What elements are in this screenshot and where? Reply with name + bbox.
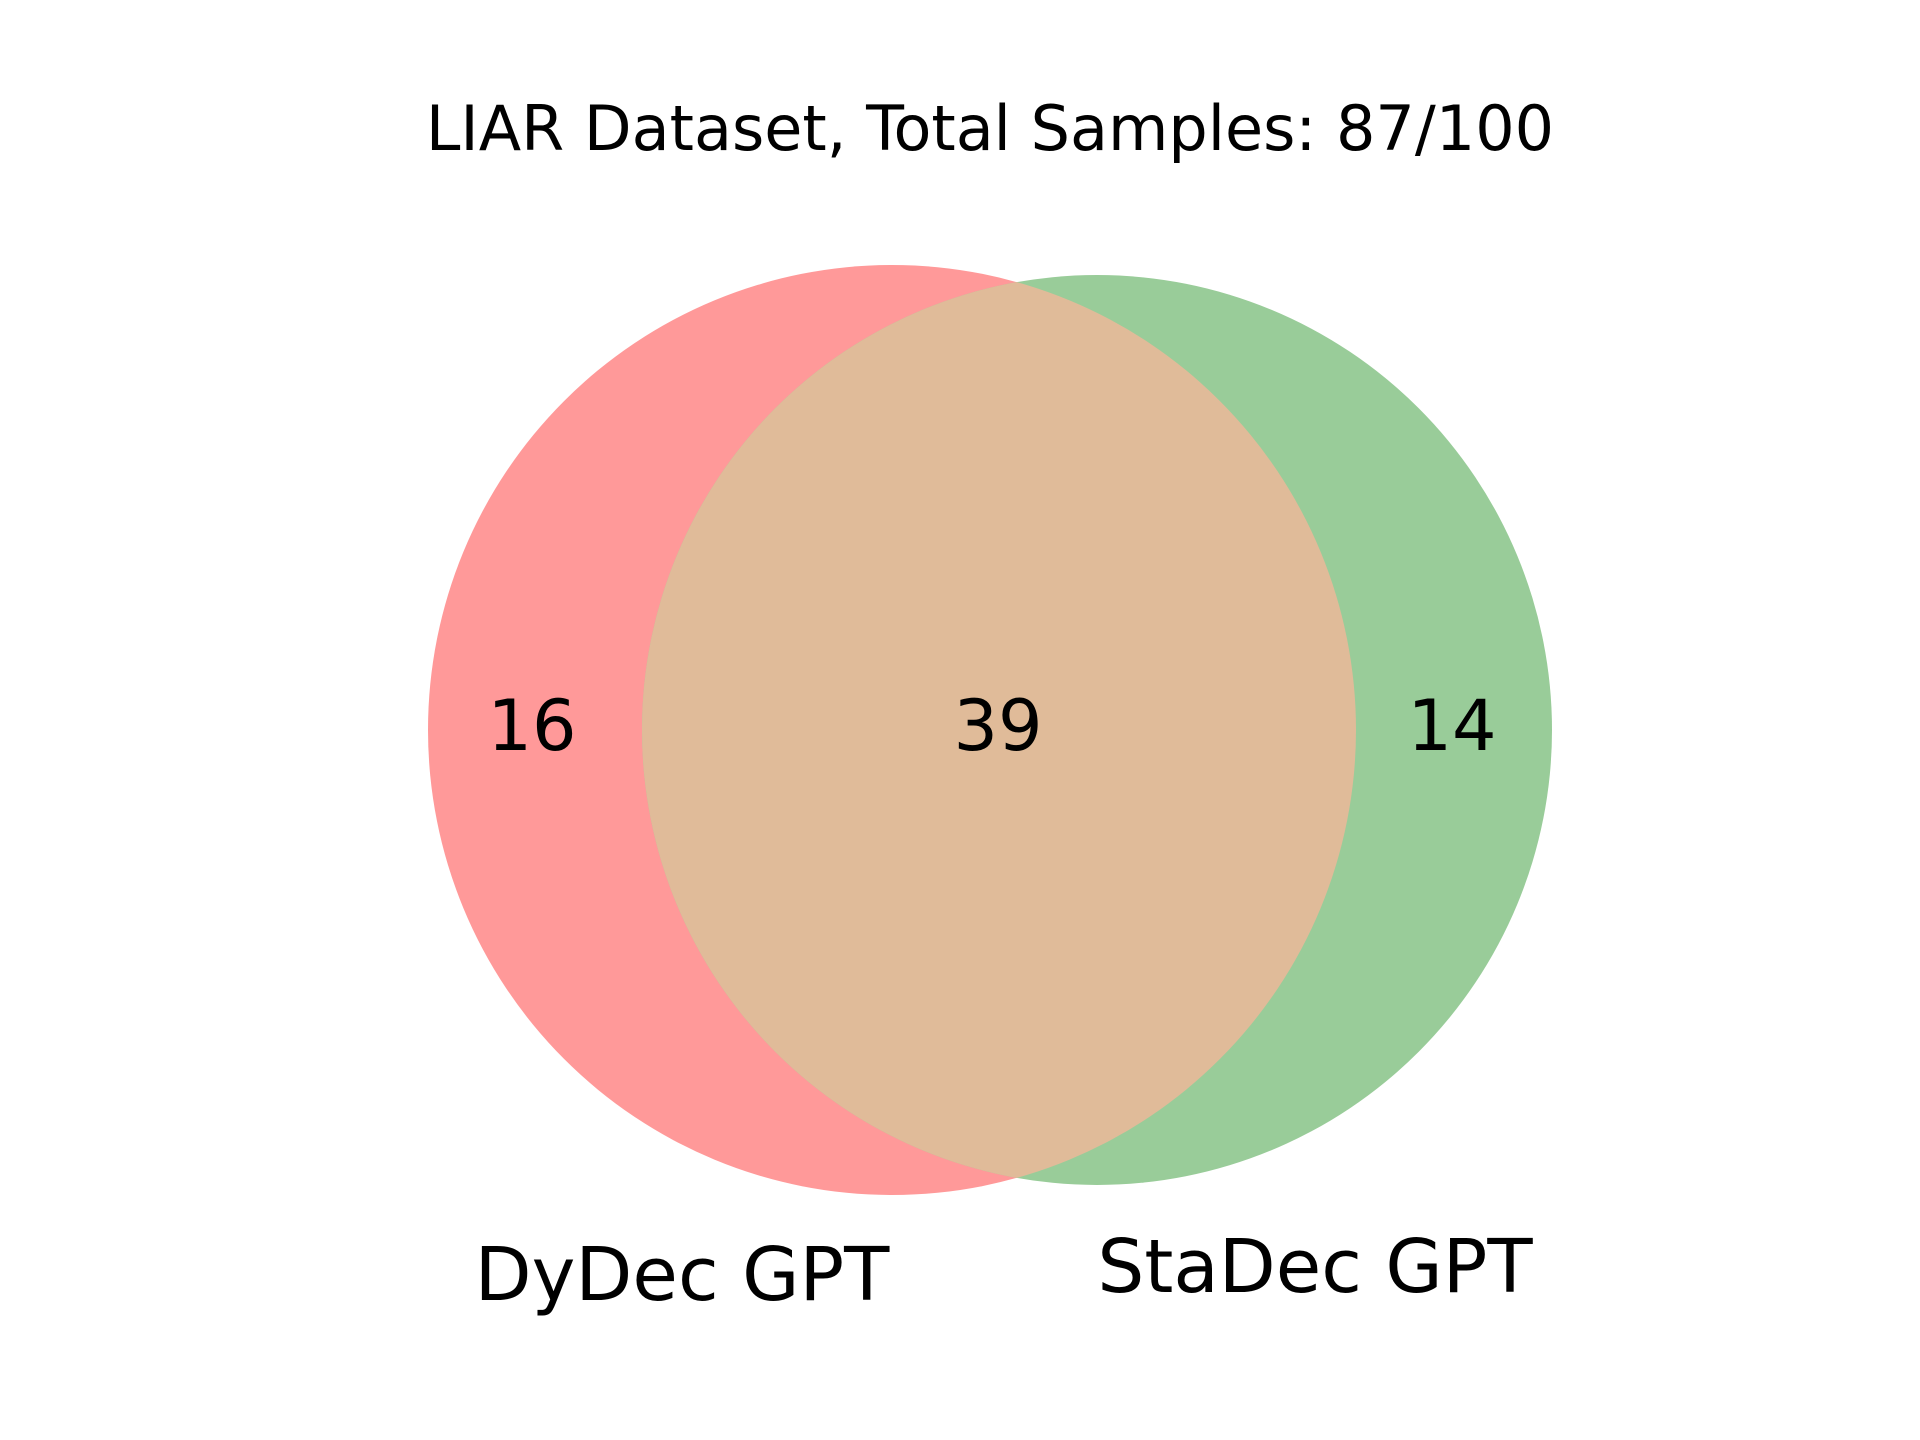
intersection-count: 39 <box>953 685 1042 767</box>
set-b-label: StaDec GPT <box>1097 1224 1533 1310</box>
chart-title: LIAR Dataset, Total Samples: 87/100 <box>426 92 1554 165</box>
set-a-label: DyDec GPT <box>475 1232 890 1318</box>
only-a-count: 16 <box>487 685 576 767</box>
only-b-count: 14 <box>1407 685 1496 767</box>
